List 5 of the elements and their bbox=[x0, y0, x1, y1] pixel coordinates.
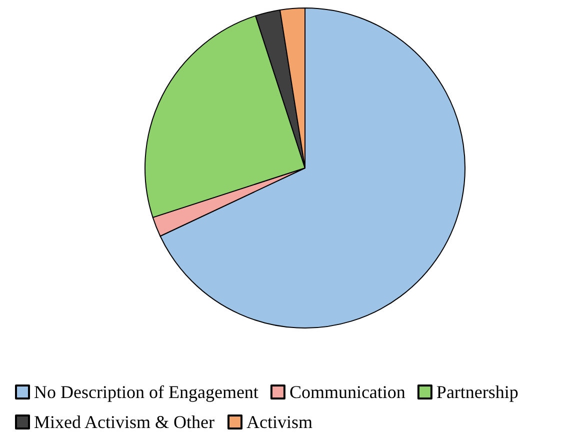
legend-label: Communication bbox=[289, 382, 406, 402]
legend-label: No Description of Engagement bbox=[34, 382, 258, 402]
legend-label: Mixed Activism & Other bbox=[34, 412, 214, 432]
legend-label: Partnership bbox=[436, 382, 518, 402]
legend-label: Activism bbox=[246, 412, 312, 432]
